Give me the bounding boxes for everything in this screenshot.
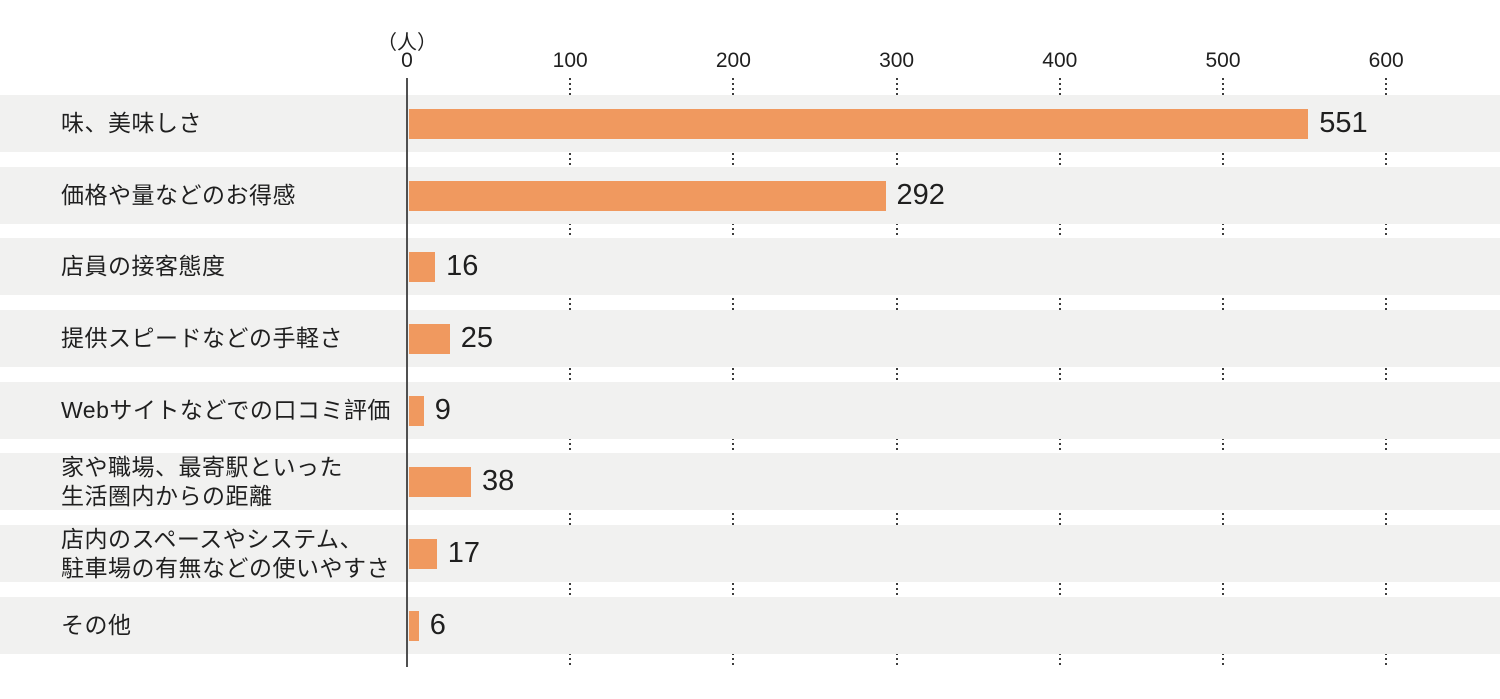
category-label: 店内のスペースやシステム、 駐車場の有無などの使いやすさ	[61, 525, 390, 581]
bar: 38	[409, 465, 515, 497]
bar-fill	[409, 108, 1309, 139]
gridline	[895, 78, 898, 667]
category-label: 味、美味しさ	[61, 110, 202, 136]
bar: 25	[409, 322, 494, 354]
category-label: その他	[61, 612, 132, 638]
bar-value: 6	[429, 609, 446, 641]
bar: 17	[409, 537, 480, 569]
category-label: 店員の接客態度	[61, 253, 226, 279]
bar-value: 292	[896, 179, 945, 211]
category-row: 店内のスペースやシステム、 駐車場の有無などの使いやすさ	[0, 525, 1500, 582]
bar-fill	[409, 251, 436, 282]
y-axis-line	[406, 78, 408, 667]
category-row: Webサイトなどでの口コミ評価	[0, 382, 1500, 439]
bar-value: 38	[482, 465, 515, 497]
gridline	[732, 78, 735, 667]
bar-fill	[409, 538, 437, 569]
category-row: 提供スピードなどの手軽さ	[0, 310, 1500, 367]
gridline	[1385, 78, 1388, 667]
bar-value: 17	[447, 537, 480, 569]
category-row: その他	[0, 597, 1500, 654]
x-axis-tick-label: 500	[1205, 49, 1241, 72]
axis-unit-label: （人）	[377, 32, 437, 54]
x-axis-tick-label: 0	[401, 49, 413, 72]
x-axis-tick-label: 300	[879, 49, 915, 72]
bar-fill	[409, 323, 450, 354]
gridline	[1222, 78, 1224, 667]
bar-value: 16	[446, 250, 479, 282]
x-axis-tick-label: 600	[1368, 49, 1404, 72]
bar: 6	[409, 609, 446, 641]
bar: 9	[409, 394, 451, 426]
category-label: 提供スピードなどの手軽さ	[61, 325, 343, 351]
bar-value: 551	[1319, 107, 1368, 139]
category-label: 価格や量などのお得感	[61, 182, 296, 208]
x-axis-tick-label: 400	[1042, 49, 1078, 72]
gridline	[569, 78, 572, 667]
bar-fill	[409, 395, 424, 426]
bar-value: 25	[460, 322, 494, 354]
category-label: 家や職場、最寄駅といった 生活圏内からの距離	[61, 453, 343, 509]
bar: 551	[409, 107, 1368, 139]
bar: 16	[409, 250, 479, 282]
bar-fill	[409, 466, 471, 497]
gridline	[1058, 78, 1061, 667]
bar-fill	[409, 610, 419, 641]
bar: 292	[409, 179, 945, 211]
x-axis-tick-label: 100	[552, 49, 588, 72]
category-row: 店員の接客態度	[0, 238, 1500, 295]
bar-value: 9	[434, 394, 451, 426]
category-label: Webサイトなどでの口コミ評価	[61, 397, 391, 423]
x-axis-tick-label: 200	[715, 49, 751, 72]
bar-fill	[409, 180, 886, 211]
category-row: 家や職場、最寄駅といった 生活圏内からの距離	[0, 453, 1500, 510]
